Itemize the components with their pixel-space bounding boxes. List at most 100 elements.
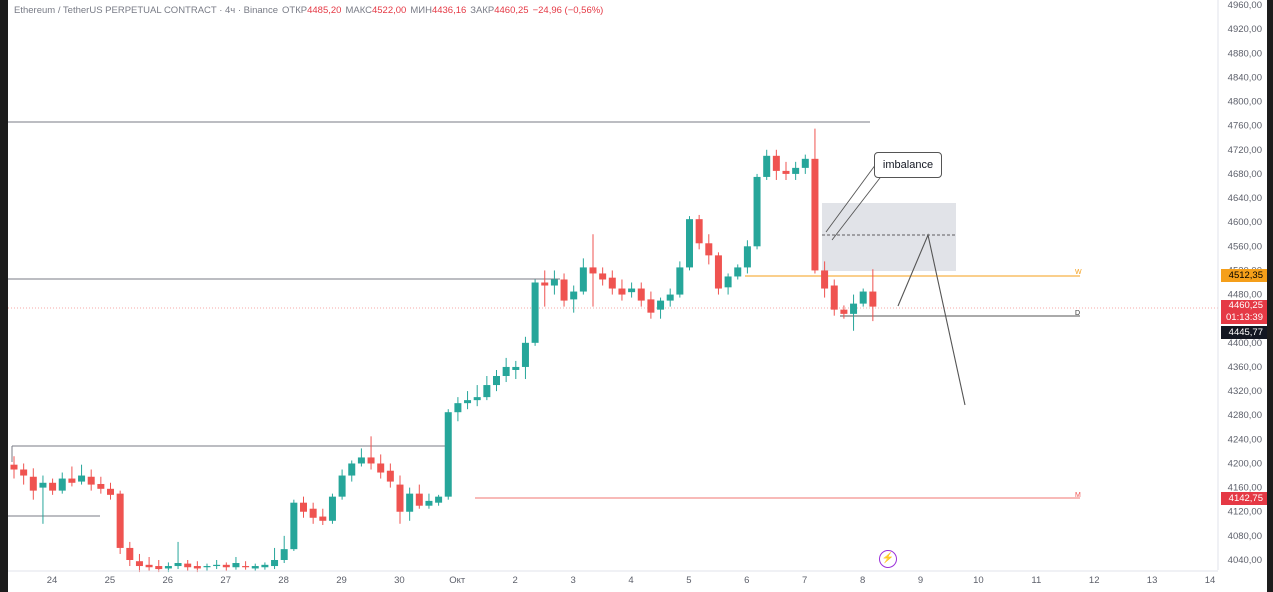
candle-body [444,412,452,497]
price-tick-label: 4280,00 [1228,410,1262,421]
time-axis: 24 25 26 27 28 29 30 Окт 2 3 4 5 6 7 8 9 10 11 12 13 14 [8,570,1218,586]
time-tick-label: 12 [1089,575,1100,586]
candle-body [695,219,703,244]
time-tick-label: 29 [336,575,347,586]
price-tag-m-level: 4142,75 [1221,492,1267,505]
candle-body [531,282,539,343]
candle-body [49,482,57,491]
candle-body [811,158,819,271]
close-value: 4460,25 [494,5,529,16]
close-label: ЗАКР [470,5,495,16]
candle-body [753,176,761,247]
price-tick-label: 4400,00 [1228,338,1262,349]
price-tick-label: 4960,00 [1228,0,1262,11]
candle-body [328,496,336,521]
candle-body [367,457,375,464]
candle-body [174,563,182,567]
time-tick-label: 4 [628,575,633,586]
price-tick-label: 4320,00 [1228,386,1262,397]
candle-body [58,478,66,491]
price-tick-label: 4360,00 [1228,362,1262,373]
candle-body [290,502,298,550]
candle-body [502,366,510,377]
candle-body [628,288,636,293]
time-tick-label: 2 [513,575,518,586]
time-tick-label: 5 [686,575,691,586]
price-tick-label: 4040,00 [1228,555,1262,566]
time-tick-label: 27 [220,575,231,586]
candle-body [618,288,626,295]
candle-body [512,366,520,370]
price-tick-label: 4840,00 [1228,72,1262,83]
candle-body [203,566,211,568]
candle-body [560,279,568,301]
candles [10,128,877,573]
candle-body [406,493,414,512]
candle-body [743,246,751,268]
price-tick-label: 4480,00 [1228,290,1262,301]
candle-body [145,564,153,568]
symbol-title: Ethereum / TetherUS PERPETUAL CONTRACT ·… [14,5,279,16]
candle-body [29,476,37,491]
candle-body [280,549,288,560]
price-tick-label: 4680,00 [1228,169,1262,180]
time-tick-label: 11 [1031,575,1041,586]
candle-body [97,483,105,489]
candle-body [657,300,665,310]
candle-body [570,291,578,300]
level-lines: W D M [8,121,1218,517]
d-level-letter: D [1075,310,1080,317]
candle-body [261,564,269,568]
candle-body [242,566,250,568]
candle-body [271,560,279,567]
candle-body [87,476,95,485]
candle-body [840,309,848,314]
time-tick-label: 25 [105,575,116,586]
screenshot-frame-right [1267,0,1273,592]
candle-body [377,463,385,473]
candle-body [763,155,771,177]
candle-body [541,282,549,286]
price-tick-label: 4880,00 [1228,48,1262,59]
imbalance-label[interactable]: imbalance [874,152,942,178]
time-tick-label: Окт [449,575,466,586]
candle-body [801,158,809,168]
imbalance-zone [822,203,956,271]
price-tick-label: 4560,00 [1228,241,1262,252]
candle-body [251,566,259,569]
candle-body [724,276,732,288]
candle-body [338,475,346,497]
chart-legend: Ethereum / TetherUS PERPETUAL CONTRACT ·… [14,5,603,16]
time-tick-label: 14 [1205,575,1216,586]
candle-body [850,303,858,314]
candle-body [135,561,143,567]
trend-drawings [825,163,966,406]
candle-body [666,294,674,301]
candle-body [714,255,722,289]
time-tick-label: 8 [860,575,865,586]
candle-body [521,342,529,367]
candle-body [869,291,877,307]
candle-body [608,277,616,289]
time-tick-label: 13 [1147,575,1158,586]
candle-body [164,566,172,569]
time-tick-label: 28 [278,575,289,586]
candle-body [184,563,192,568]
time-tick-label: 6 [744,575,749,586]
lightning-icon[interactable]: ⚡ [879,550,897,568]
price-tick-label: 4080,00 [1228,531,1262,542]
imbalance-callout-line2 [825,163,877,233]
candle-body [589,267,597,274]
candle-body [676,267,684,295]
candle-body [155,566,163,570]
candle-body [20,469,28,476]
candle-body [772,155,780,171]
candle-body [300,502,307,512]
price-tick-label: 4640,00 [1228,193,1262,204]
candle-body [483,385,491,398]
last-price-value: 4460,25 [1228,300,1263,311]
candle-body [68,478,76,483]
price-tick-label: 4920,00 [1228,24,1262,35]
candle-body [10,464,18,470]
